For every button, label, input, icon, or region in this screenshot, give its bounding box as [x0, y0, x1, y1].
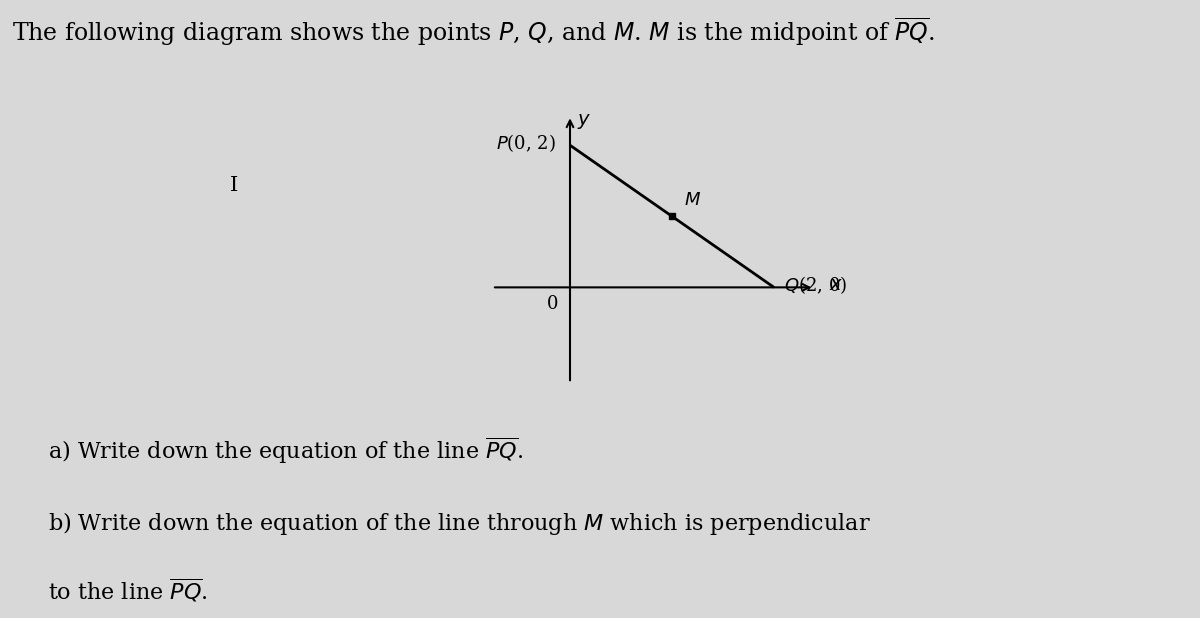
Text: $x$: $x$ [829, 276, 842, 294]
Text: $M$: $M$ [684, 191, 701, 209]
Text: b) Write down the equation of the line through $M$ which is perpendicular: b) Write down the equation of the line t… [48, 510, 871, 537]
Text: a) Write down the equation of the line $\overline{PQ}$.: a) Write down the equation of the line $… [48, 436, 523, 466]
Text: I: I [230, 176, 238, 195]
Text: The following diagram shows the points $P$, $Q$, and $M$. $M$ is the midpoint of: The following diagram shows the points $… [12, 15, 935, 48]
Text: to the line $\overline{PQ}$.: to the line $\overline{PQ}$. [48, 578, 208, 605]
Text: $Q$(2, 0): $Q$(2, 0) [784, 274, 847, 296]
Text: $P$(0, 2): $P$(0, 2) [496, 132, 556, 154]
Text: $y$: $y$ [577, 112, 592, 130]
Text: 0: 0 [546, 295, 558, 313]
